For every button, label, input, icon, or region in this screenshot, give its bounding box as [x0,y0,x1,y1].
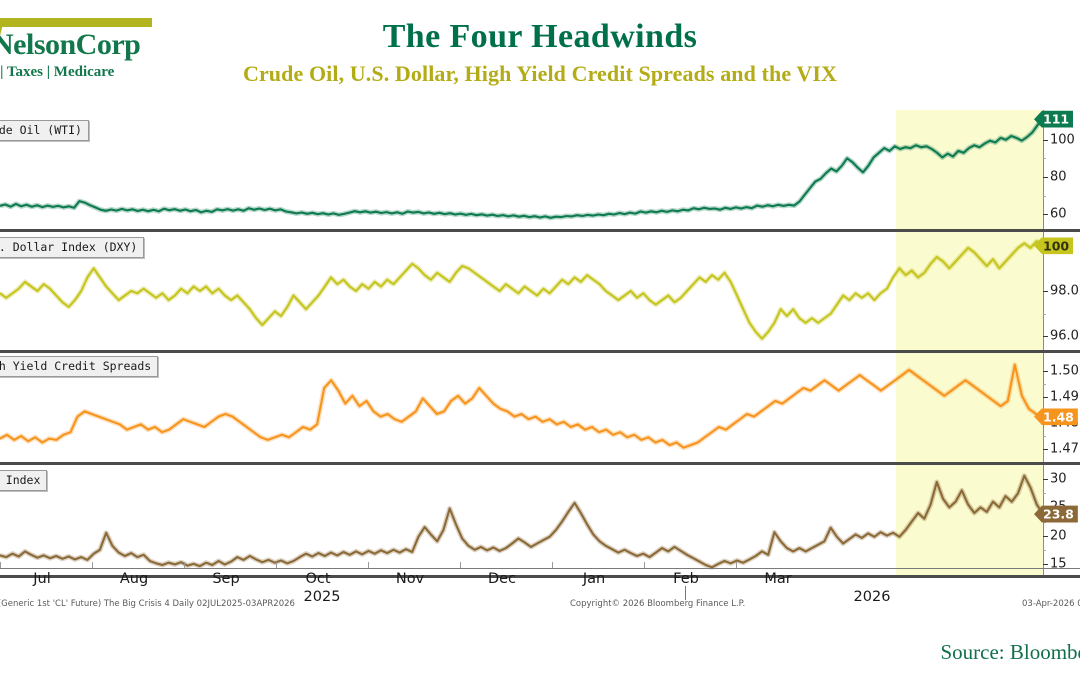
four-headwinds-chart: rude Oil (WTI) 60 80 100 111 .S. Dollar Index… [0,110,1080,580]
x-tick-label-jul: Jul [33,571,51,587]
x-tick-6 [552,562,553,568]
chart-panel-vix-index: IX Index1520253023.8 [0,465,1078,578]
y-minor-tick-high-yield-credit-spreads-2 [1043,384,1046,386]
y-axis-line-high-yield-credit-spreads [1043,353,1044,462]
last-value-badge-crude-oil: 111 [1034,110,1074,128]
y-tick-label-vix-index-3: 30 [1050,471,1067,487]
x-tick-1 [92,562,93,568]
y-tick-high-yield-credit-spreads-2 [1043,397,1048,399]
chart-panel-us-dollar-index: .S. Dollar Index (DXY) 96.0 98.0 100 [0,232,1079,350]
y-tick-vix-index-0 [1043,563,1048,565]
x-year-label-right: 2026 [853,589,891,605]
year-divider [685,586,686,600]
y-tick-label-crude-oil-2: 100 [1050,132,1075,148]
legend-chip-vix-index[interactable]: IX Index [0,470,48,491]
x-tick-label-sep: Sep [212,571,240,587]
y-minor-tick-vix-index-0 [1043,549,1046,551]
y-tick-label-vix-index-0: 15 [1050,556,1067,572]
x-tick-label-jan: Jan [582,571,606,587]
source-attribution: Source: Bloomberg [0,640,1080,665]
x-tick-7 [644,562,645,568]
last-value-badge-high-yield-credit-spreads: 1.48 [1034,408,1078,426]
series-line-crude-oil [0,117,1043,221]
x-tick-4 [368,562,369,568]
x-tick-0 [0,562,1,568]
y-tick-label-crude-oil-0: 60 [1050,206,1067,222]
y-axis-us-dollar-index: 96.0 98.0 100 [1034,232,1080,350]
y-minor-tick-high-yield-credit-spreads-0 [1043,436,1046,438]
y-tick-label-high-yield-credit-spreads-0: 1.47 [1050,441,1079,457]
y-tick-vix-index-1 [1043,535,1048,537]
legend-chip-crude-oil[interactable]: rude Oil (WTI) [0,120,89,141]
x-tick-label-dec: Dec [487,571,517,587]
legend-chip-us-dollar-index[interactable]: .S. Dollar Index (DXY) [0,237,145,258]
last-value-badge-us-dollar-index: 100 [1034,237,1074,255]
x-axis-line [0,568,1080,569]
x-year-label-left: 2025 [303,589,341,605]
x-tick-5 [460,562,461,568]
highlight-band-vix-index [896,465,1043,578]
y-tick-label-high-yield-credit-spreads-3: 1.50 [1050,363,1079,379]
series-line-us-dollar-index [0,238,1043,342]
x-axis: Jul Aug Sep Oct Nov Dec Jan Feb Mar 2025 2026 [0,562,1080,610]
y-tick-crude-oil-0 [1043,214,1048,216]
y-tick-us-dollar-index-0 [1043,336,1048,338]
y-minor-tick-us-dollar-index-0 [1043,313,1046,315]
chart-panel-high-yield-credit-spreads: igh Yield Credit Spreads 1.47 1.48 1.49 1.50… [0,353,1079,462]
y-axis-line-crude-oil [1043,110,1044,229]
x-tick-label-nov: Nov [395,571,425,587]
logo-bar-shape [0,18,152,27]
x-tick-label-feb: Feb [673,571,699,587]
y-tick-vix-index-3 [1043,479,1048,481]
panel-separator-0 [0,229,1080,232]
legend-chip-high-yield-credit-spreads[interactable]: igh Yield Credit Spreads [0,356,159,377]
y-tick-label-us-dollar-index-1: 98.0 [1050,283,1079,299]
page-title: The Four Headwinds [382,18,698,55]
last-value-badge-vix-index: 23.8 [1034,505,1078,523]
y-minor-tick-crude-oil-1 [1043,158,1046,160]
page-subtitle: Crude Oil, U.S. Dollar, High Yield Credi… [242,61,838,86]
y-tick-label-crude-oil-1: 80 [1050,169,1067,185]
footer-date: 03-Apr-2026 0 [1022,599,1080,609]
y-tick-us-dollar-index-1 [1043,291,1048,292]
x-tick-8 [736,562,737,568]
highlight-band-us-dollar-index [896,232,1043,350]
footer-copyright: Copyright© 2026 Bloomberg Finance L.P. [570,599,746,609]
y-axis-vix-index: 1520253023.8 [1034,465,1080,578]
highlight-band-crude-oil [896,110,1043,229]
y-minor-tick-vix-index-2 [1043,493,1046,495]
x-tick-2 [184,562,185,568]
highlight-band-high-yield-credit-spreads [896,353,1043,462]
series-line-vix-index [0,473,1043,570]
y-axis-crude-oil: 60 80 100 111 [1034,110,1080,229]
y-tick-label-vix-index-1: 20 [1050,528,1067,544]
y-tick-high-yield-credit-spreads-0 [1043,449,1048,451]
y-tick-label-us-dollar-index-0: 96.0 [1050,328,1079,344]
x-tick-label-mar: Mar [764,571,792,587]
footer-security-note: ndty (Generic 1st 'CL' Future) The Big C… [0,599,295,609]
x-tick-3 [276,562,277,568]
y-tick-high-yield-credit-spreads-3 [1043,371,1048,373]
y-axis-high-yield-credit-spreads: 1.471.481.491.501.48 [1034,353,1080,462]
y-tick-crude-oil-1 [1043,176,1048,178]
x-tick-label-aug: Aug [119,571,149,587]
series-line-high-yield-credit-spreads [0,362,1043,451]
x-tick-label-oct: Oct [305,571,331,587]
y-minor-tick-crude-oil-0 [1043,195,1046,197]
logo-tagline: ments | Taxes | Medicare [0,64,115,80]
y-tick-crude-oil-2 [1043,139,1048,141]
panel-separator-1 [0,350,1080,353]
nelsoncorp-logo: NelsonCorp ments | Taxes | Medicare [0,18,160,82]
logo-brand-name: NelsonCorp [0,28,141,61]
chart-panel-crude-oil: rude Oil (WTI) 60 80 100 111 [0,110,1075,229]
y-tick-label-high-yield-credit-spreads-2: 1.49 [1050,389,1079,405]
source-text: Source: Bloomberg [940,640,1080,664]
panel-separator-3 [0,575,1080,578]
panel-separator-2 [0,462,1080,465]
